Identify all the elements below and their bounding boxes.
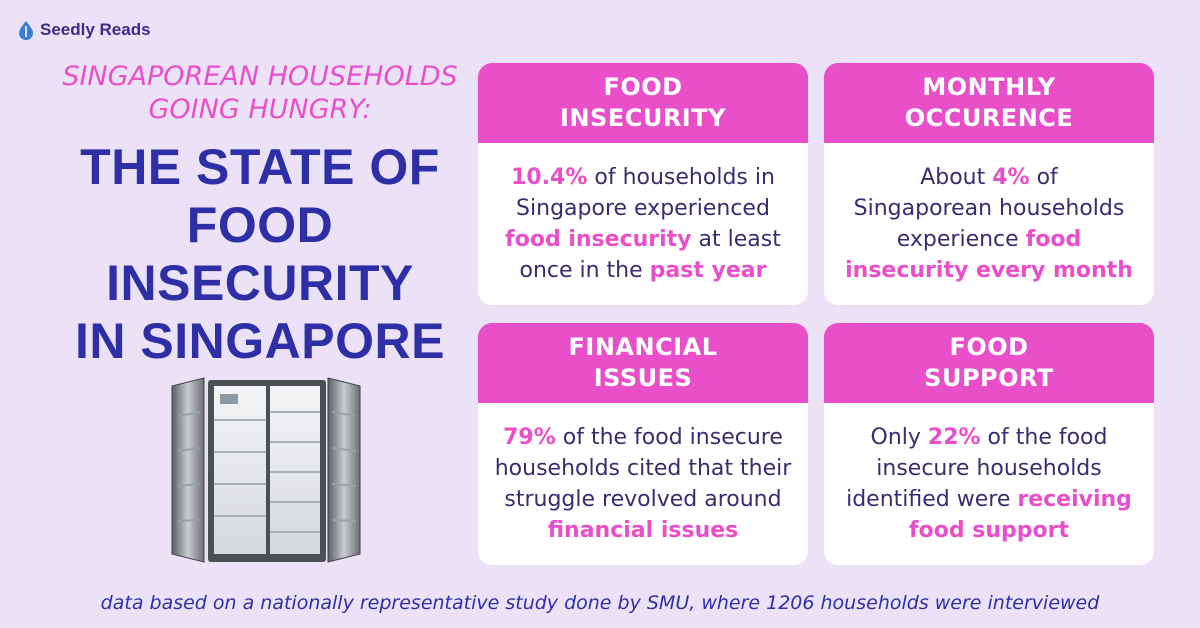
title-line: IN SINGAPORE	[75, 313, 445, 369]
fridge-illustration	[171, 377, 361, 563]
brand-name: Seedly Reads	[40, 20, 151, 39]
card-title-line: OCCURENCE	[904, 104, 1074, 132]
text: insecure households	[876, 456, 1102, 481]
highlight: 22%	[927, 425, 981, 450]
highlight: 4%	[992, 165, 1030, 190]
highlight: 10.4%	[511, 165, 588, 190]
text: at least	[691, 227, 781, 252]
card-title: FINANCIAL ISSUES	[478, 323, 808, 403]
text: of the food insecure	[555, 425, 783, 450]
text: About	[920, 165, 993, 190]
card-title-line: SUPPORT	[924, 364, 1054, 392]
card-food-insecurity: FOOD INSECURITY 10.4% of households in S…	[478, 63, 808, 305]
card-text: 10.4% of households in Singapore experie…	[478, 143, 808, 305]
text: of the food	[980, 425, 1108, 450]
card-title-line: INSECURITY	[560, 104, 726, 132]
card-title-line: MONTHLY	[922, 73, 1056, 101]
text: households cited that their	[494, 456, 792, 481]
card-title-line: ISSUES	[593, 364, 693, 392]
card-title-line: FINANCIAL	[568, 333, 718, 361]
highlight: insecurity every month	[845, 258, 1133, 283]
text: once in the	[519, 258, 650, 283]
kicker-subtitle: SINGAPOREAN HOUSEHOLDS GOING HUNGRY:	[40, 60, 480, 126]
source-footnote: data based on a nationally representativ…	[100, 592, 1100, 614]
title-line: THE STATE OF	[80, 139, 440, 195]
seed-drop-icon	[19, 21, 33, 40]
card-text: 79% of the food insecure households cite…	[478, 403, 808, 565]
text: experience	[896, 227, 1026, 252]
card-title: FOOD SUPPORT	[824, 323, 1154, 403]
highlight: food support	[909, 518, 1069, 543]
text: of households in	[587, 165, 775, 190]
highlight: food	[1025, 227, 1082, 252]
text: Only	[870, 425, 928, 450]
card-title-line: FOOD	[949, 333, 1029, 361]
card-title-line: FOOD	[603, 73, 683, 101]
kicker-line: GOING HUNGRY:	[148, 94, 372, 125]
card-monthly-occurence: MONTHLY OCCURENCE About 4% of Singaporea…	[824, 63, 1154, 305]
card-text: About 4% of Singaporean households exper…	[824, 143, 1154, 305]
kicker-line: SINGAPOREAN HOUSEHOLDS	[62, 61, 458, 92]
card-title: MONTHLY OCCURENCE	[824, 63, 1154, 143]
text: of	[1029, 165, 1058, 190]
card-text: Only 22% of the food insecure households…	[824, 403, 1154, 565]
text: identified were	[846, 487, 1018, 512]
text: struggle revolved around	[504, 487, 782, 512]
highlight: receiving	[1017, 487, 1132, 512]
card-financial-issues: FINANCIAL ISSUES 79% of the food insecur…	[478, 323, 808, 565]
page-title: THE STATE OF FOOD INSECURITY IN SINGAPOR…	[40, 138, 480, 370]
highlight: financial issues	[547, 518, 739, 543]
highlight: 79%	[503, 425, 556, 450]
card-food-support: FOOD SUPPORT Only 22% of the food insecu…	[824, 323, 1154, 565]
text: Singaporean households	[853, 196, 1125, 221]
text: Singapore experienced	[516, 196, 770, 221]
title-line: INSECURITY	[106, 255, 414, 311]
title-line: FOOD	[186, 197, 334, 253]
highlight: past year	[649, 258, 767, 283]
highlight: food insecurity	[505, 227, 692, 252]
brand-logo[interactable]: Seedly Reads	[18, 20, 151, 40]
card-title: FOOD INSECURITY	[478, 63, 808, 143]
